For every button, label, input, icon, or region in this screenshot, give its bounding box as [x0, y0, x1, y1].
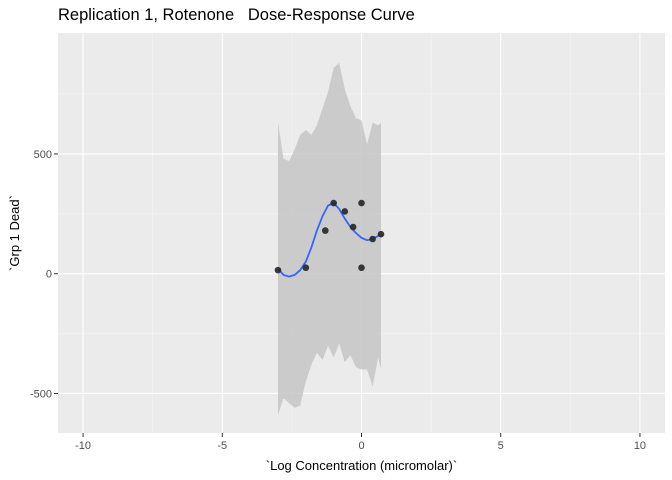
x-axis-title: `Log Concentration (micromolar)` — [266, 458, 457, 473]
x-tick-label: -10 — [75, 440, 91, 452]
data-point — [358, 264, 365, 272]
data-points — [274, 199, 385, 274]
data-point — [377, 230, 385, 238]
y-tick-label: -500 — [30, 388, 52, 400]
y-tick-label: 0 — [46, 269, 52, 281]
x-axis-ticks: -10 -5 0 5 10 — [75, 433, 646, 452]
data-point — [330, 199, 337, 207]
confidence-ribbon — [278, 62, 381, 416]
y-tick-label: 500 — [34, 149, 52, 161]
data-point — [302, 264, 310, 272]
x-tick-label: 10 — [634, 440, 646, 452]
data-point — [322, 227, 329, 234]
y-axis-title: `Grp 1 Dead` — [7, 195, 22, 271]
data-point — [274, 266, 282, 274]
data-point — [341, 208, 349, 215]
data-point — [358, 199, 365, 207]
data-point — [349, 223, 357, 231]
chart-title: Replication 1, Rotenone Dose-Response Cu… — [58, 6, 415, 24]
x-tick-label: 0 — [358, 440, 364, 452]
y-axis-ticks: -500 0 500 — [30, 149, 58, 400]
x-tick-label: 5 — [498, 440, 504, 452]
data-point — [369, 235, 376, 243]
x-tick-label: -5 — [217, 440, 227, 452]
